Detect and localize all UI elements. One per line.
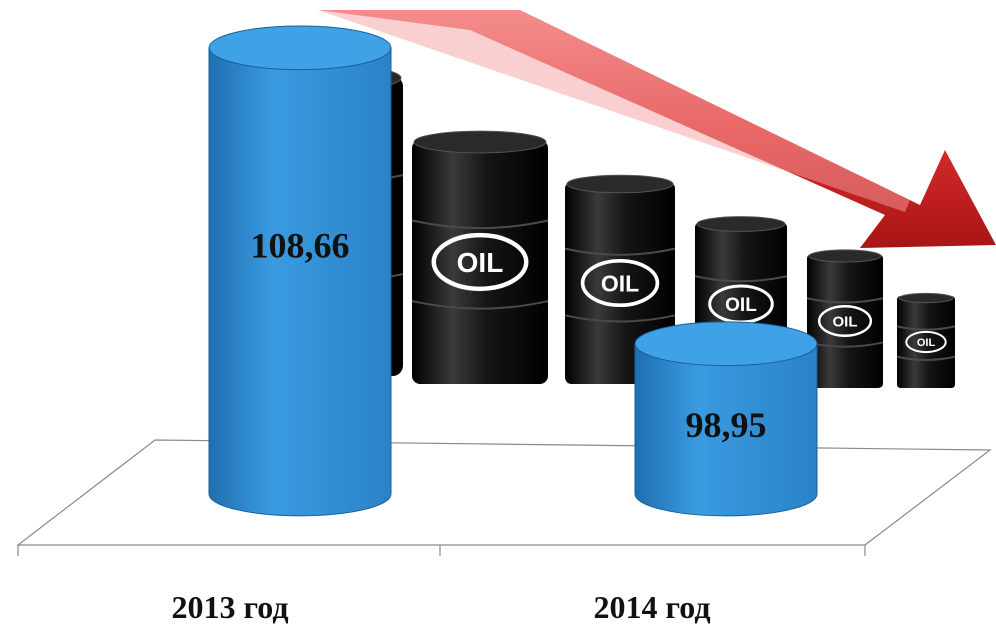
oil-label: OIL bbox=[601, 270, 639, 296]
category-label: 2013 год bbox=[172, 589, 289, 625]
oil-barrel-icon: OIL bbox=[411, 130, 549, 384]
oil-label: OIL bbox=[833, 313, 858, 330]
oil-barrel-icon: OIL bbox=[806, 249, 884, 388]
bar-cylinder: 98,95 bbox=[634, 321, 818, 517]
oil-label: OIL bbox=[725, 295, 757, 316]
floor-plane bbox=[16, 439, 992, 556]
category-label: 2014 год bbox=[594, 589, 711, 625]
bar-cylinder: 108,66 bbox=[208, 25, 392, 517]
x-axis-labels: 2013 год 2014 год bbox=[172, 589, 711, 625]
oil-label: OIL bbox=[457, 247, 504, 278]
oil-label: OIL bbox=[917, 337, 936, 349]
oil-barrel-icon: OIL bbox=[896, 292, 956, 388]
bar-value-label: 108,66 bbox=[251, 226, 350, 266]
bar-value-label: 98,95 bbox=[686, 405, 767, 445]
down-arrow-icon bbox=[318, 10, 996, 248]
bar-series: 108,66 98,95 bbox=[208, 25, 818, 517]
